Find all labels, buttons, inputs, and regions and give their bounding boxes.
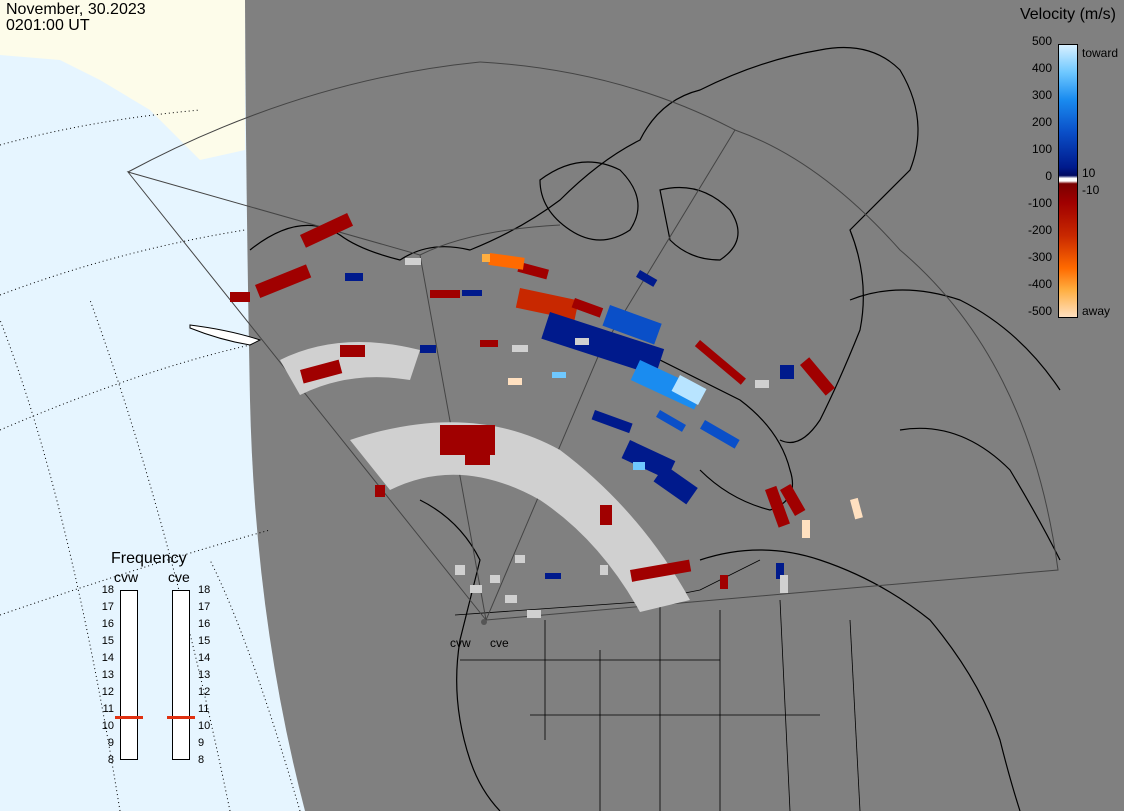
velocity-tick: -300 <box>1027 250 1052 264</box>
frequency-tick-right: 8 <box>198 754 205 766</box>
frequency-tick-right: 10 <box>198 720 211 732</box>
velocity-tick: -200 <box>1027 223 1052 237</box>
velocity-color-bar <box>1058 44 1078 318</box>
velocity-cells-away-fast <box>482 252 863 538</box>
graticule <box>0 109 301 811</box>
velocity-away-label: away <box>1082 304 1111 318</box>
site-label-cve: cve <box>490 636 509 650</box>
frequency-tick-right: 18 <box>198 584 211 596</box>
frequency-tick-left: 10 <box>101 720 114 732</box>
frequency-tick-left: 14 <box>101 652 114 664</box>
frequency-tick-right: 14 <box>198 652 211 664</box>
frequency-marker-cvw <box>115 716 143 719</box>
frequency-tick-left: 9 <box>107 737 114 749</box>
radar-name-cvw: cvw <box>114 569 139 585</box>
frequency-tick-left: 12 <box>101 686 114 698</box>
frequency-tick-left: 8 <box>107 754 114 766</box>
frequency-tick-left: 17 <box>101 601 114 613</box>
velocity-tick: 300 <box>1031 88 1052 102</box>
velocity-cells-away <box>230 213 835 589</box>
velocity-scale-title: Velocity (m/s) <box>1019 6 1116 23</box>
velocity-tick: 500 <box>1031 34 1052 48</box>
velocity-toward-label: toward <box>1082 46 1119 60</box>
time-label: 0201:00 UT <box>6 17 90 34</box>
frequency-scale-cve <box>172 590 190 760</box>
velocity-tick: 200 <box>1031 115 1052 129</box>
ground-scatter-cells <box>405 258 788 618</box>
frequency-tick-right: 13 <box>198 669 211 681</box>
velocity-low-negative-label: -10 <box>1082 183 1100 197</box>
frequency-tick-right: 12 <box>198 686 211 698</box>
site-label-cvw: cvw <box>450 636 471 650</box>
frequency-tick-left: 16 <box>101 618 114 630</box>
velocity-tick: -500 <box>1027 304 1052 318</box>
frequency-tick-right: 17 <box>198 601 211 613</box>
frequency-tick-left: 15 <box>101 635 114 647</box>
radar-site-marker <box>481 619 487 625</box>
velocity-cells-toward <box>345 270 794 579</box>
velocity-tick: -400 <box>1027 277 1052 291</box>
velocity-tick: -100 <box>1027 196 1052 210</box>
velocity-tick: 400 <box>1031 61 1052 75</box>
frequency-tick-left: 11 <box>102 703 114 715</box>
ground-scatter-band <box>280 342 690 612</box>
velocity-low-positive-label: 10 <box>1082 166 1096 180</box>
aleutian-outline <box>189 324 262 346</box>
velocity-tick: 0 <box>1045 169 1052 183</box>
frequency-scale-cvw <box>120 590 138 760</box>
frequency-tick-left: 13 <box>101 669 114 681</box>
date-label: November, 30.2023 <box>6 1 146 18</box>
land-outside-projection <box>0 0 245 160</box>
frequency-tick-right: 15 <box>198 635 211 647</box>
map-projection-area <box>245 0 1124 811</box>
frequency-tick-right: 11 <box>198 703 210 715</box>
frequency-tick-right: 9 <box>198 737 205 749</box>
frequency-tick-left: 18 <box>101 584 114 596</box>
velocity-tick: 100 <box>1031 142 1052 156</box>
radar-name-cve: cve <box>168 569 190 585</box>
frequency-marker-cve <box>167 716 195 719</box>
frequency-title: Frequency <box>111 550 187 567</box>
frequency-tick-right: 16 <box>198 618 211 630</box>
